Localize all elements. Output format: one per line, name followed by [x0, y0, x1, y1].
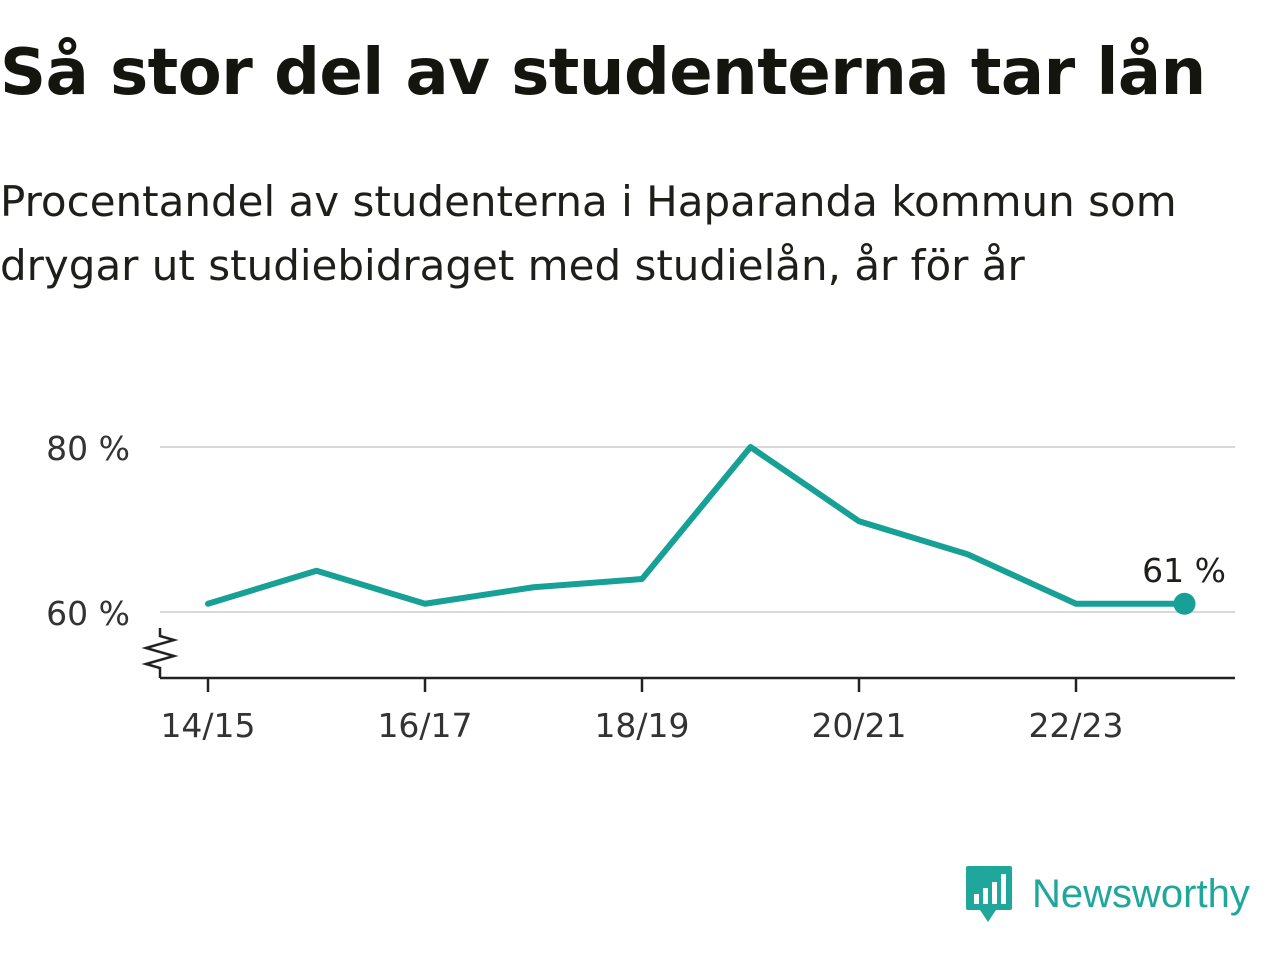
gridlines [160, 446, 1235, 613]
x-tick-label: 22/23 [1028, 706, 1123, 745]
chart-title: Så stor del av studenterna tar lån [0, 36, 1206, 110]
bar-chart-speech-bubble-icon [966, 866, 1012, 922]
brand-name: Newsworthy [1032, 871, 1250, 916]
axis-break-mark [141, 628, 179, 678]
x-tick-label: 20/21 [811, 706, 906, 745]
series-line [205, 444, 1188, 607]
x-axis [141, 628, 1235, 680]
line-chart: 60 % 80 % 14/15 16/17 18/19 20/21 22/23 61 % [46, 429, 1235, 745]
x-tick-label: 18/19 [594, 706, 689, 745]
brand-logo: Newsworthy [964, 864, 1250, 924]
x-tick-label: 16/17 [377, 706, 472, 745]
x-tick-label: 14/15 [160, 706, 255, 745]
y-tick-labels: 60 % 80 % [46, 429, 130, 633]
y-tick-label: 60 % [46, 594, 130, 633]
x-tick-labels: 14/15 16/17 18/19 20/21 22/23 [160, 678, 1124, 745]
last-value-label: 61 % [1142, 551, 1226, 590]
y-tick-label: 80 % [46, 429, 130, 468]
last-data-point [1173, 592, 1196, 615]
chart-subtitle: Procentandel av studenterna i Haparanda … [0, 177, 1177, 290]
